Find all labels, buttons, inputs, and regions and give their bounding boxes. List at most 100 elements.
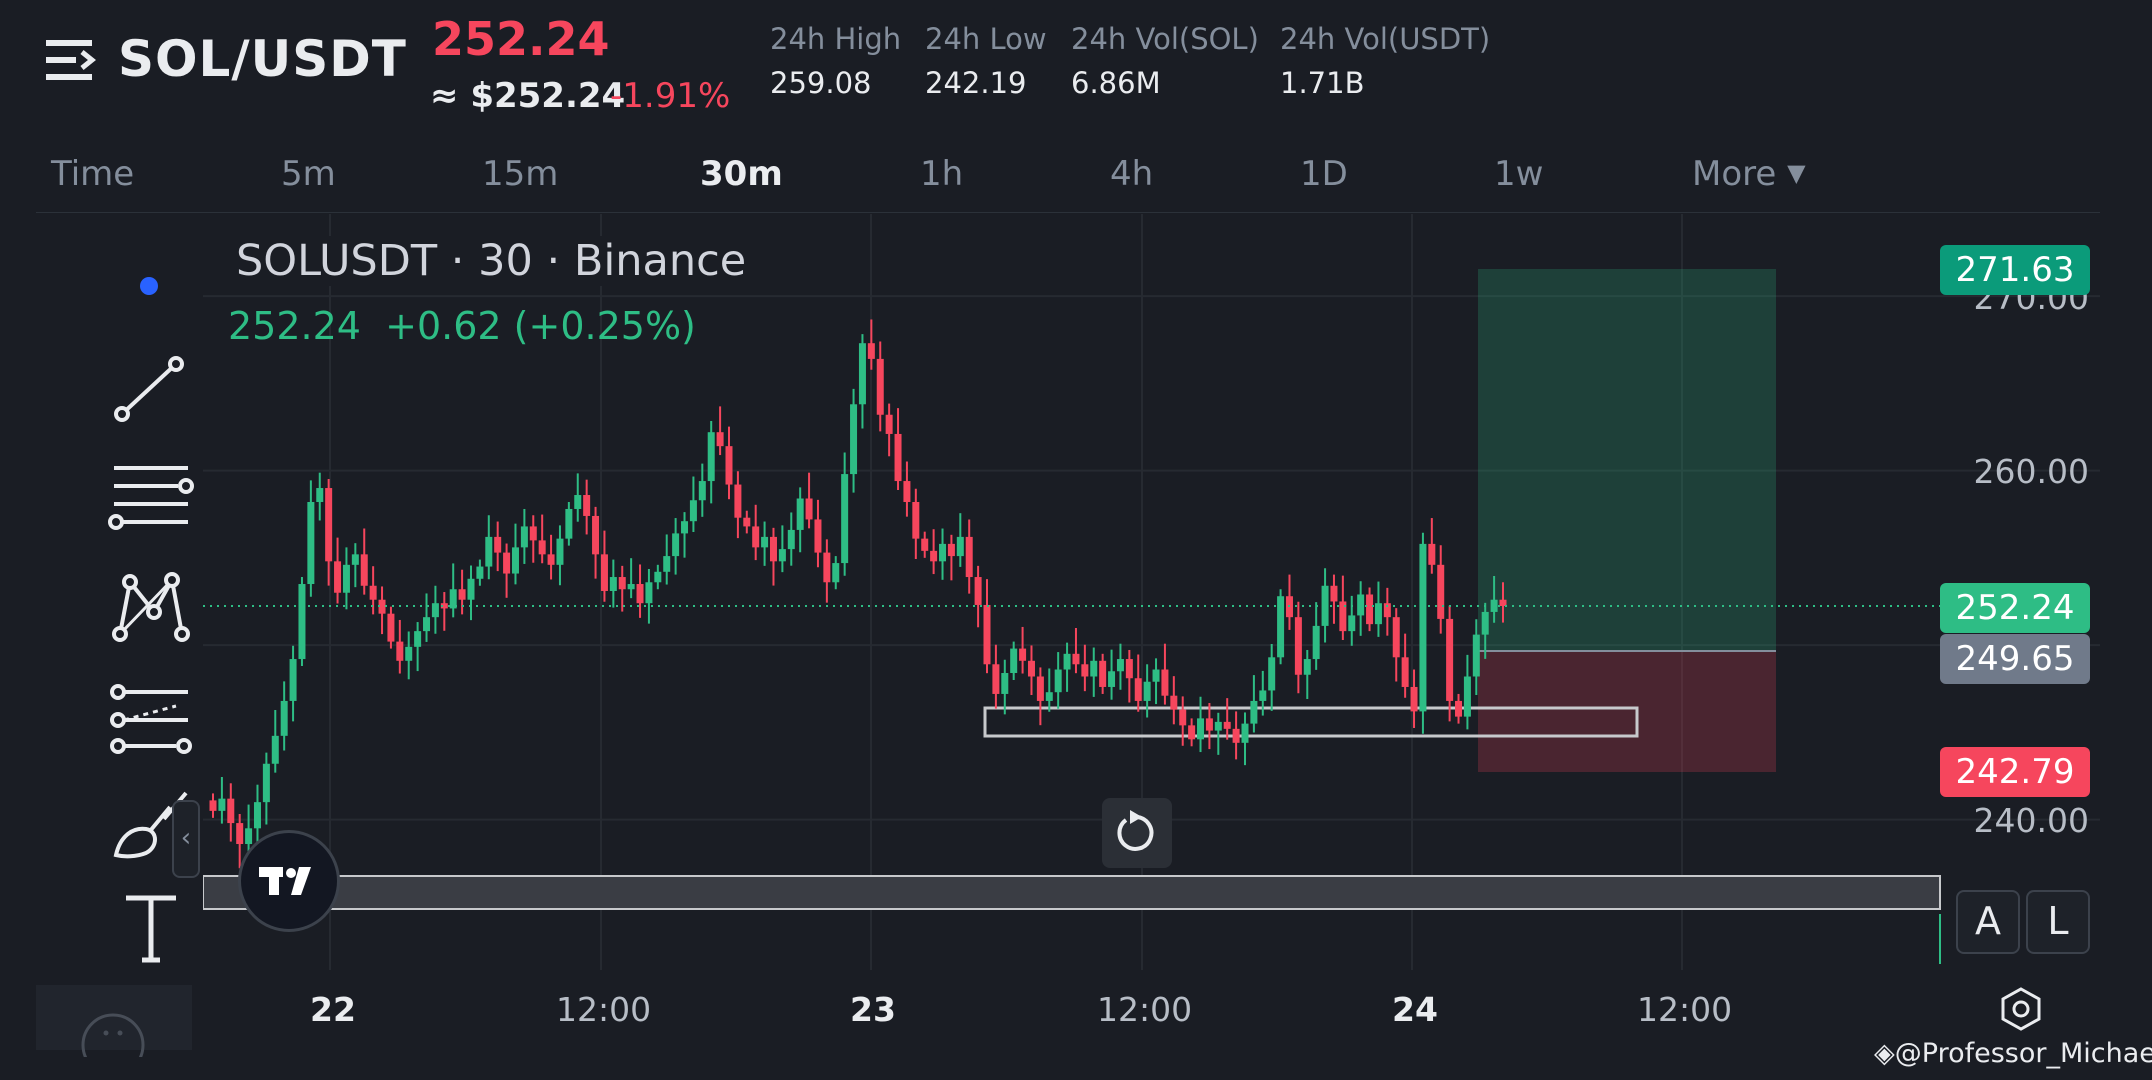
candle-body xyxy=(1463,676,1471,717)
candlestick-chart[interactable] xyxy=(203,214,2100,970)
chart-settings-icon[interactable] xyxy=(1998,986,2044,1032)
candle-body xyxy=(1188,725,1196,740)
reset-chart-button[interactable] xyxy=(1102,798,1172,868)
stat-low-value: 242.19 xyxy=(925,66,1027,100)
candle-body xyxy=(796,498,804,530)
candle-body xyxy=(378,599,386,614)
last-price-tag: 252.24 xyxy=(1940,583,2090,633)
auto-scale-button[interactable]: A xyxy=(1956,890,2020,954)
candle-body xyxy=(1197,718,1205,740)
candle-body xyxy=(316,488,324,502)
more-tools-button[interactable] xyxy=(36,985,192,1057)
candle-body xyxy=(1090,660,1098,677)
log-scale-button[interactable]: L xyxy=(2026,890,2090,954)
candle-body xyxy=(903,481,911,502)
chart-legend-title: SOLUSDT · 30 · Binance xyxy=(230,236,753,286)
candle-body xyxy=(983,604,991,665)
candle-body xyxy=(885,414,893,434)
tab-30m[interactable]: 30m xyxy=(700,154,783,194)
candle-body xyxy=(654,571,662,583)
tradingview-logo[interactable] xyxy=(238,830,340,932)
candle-body xyxy=(414,631,422,647)
support-zone xyxy=(983,706,1639,738)
menu-icon[interactable] xyxy=(44,34,96,86)
candle-body xyxy=(1268,657,1276,691)
candle-body xyxy=(1312,625,1320,660)
candle-body xyxy=(1081,664,1089,677)
tab-time[interactable]: Time xyxy=(51,154,135,194)
candle-body xyxy=(1294,617,1302,675)
candle-body xyxy=(467,578,475,600)
stat-vol-usdt-label: 24h Vol(USDT) xyxy=(1280,22,1491,56)
candle-body xyxy=(600,554,608,591)
credit-handle: @Professor_Michael xyxy=(1894,1038,2152,1069)
tab-15m[interactable]: 15m xyxy=(482,154,559,194)
time-axis-label-1200-a: 12:00 xyxy=(556,990,652,1029)
candle-body xyxy=(627,584,635,590)
pattern-tool-icon[interactable] xyxy=(106,564,196,654)
candle-body xyxy=(1010,648,1018,674)
candle-body xyxy=(538,540,546,555)
last-price: 252.24 xyxy=(432,12,610,66)
candle-body xyxy=(1161,669,1169,696)
tab-1d[interactable]: 1D xyxy=(1300,154,1348,194)
tab-4h[interactable]: 4h xyxy=(1110,154,1154,194)
candle-body xyxy=(325,488,333,562)
pair-title[interactable]: SOL/USDT xyxy=(118,30,407,88)
trend-line-icon[interactable] xyxy=(106,344,196,434)
candle-body xyxy=(1366,594,1374,625)
candle-body xyxy=(743,517,751,527)
forecast-tool-icon[interactable] xyxy=(106,674,196,764)
legend-price: 252.24 xyxy=(228,304,361,348)
candle-body xyxy=(1205,718,1213,731)
candle-body xyxy=(547,554,555,565)
candle-body xyxy=(520,526,528,548)
candle-body xyxy=(1410,686,1418,712)
candle-body xyxy=(511,547,519,574)
candle-body xyxy=(1472,634,1480,677)
candle-body xyxy=(458,589,466,600)
candle-body xyxy=(805,498,813,520)
collapse-toolbar-button[interactable]: ‹ xyxy=(172,800,200,878)
tab-more[interactable]: More ▼ xyxy=(1692,154,1806,194)
candle-body xyxy=(841,474,849,564)
candle-body xyxy=(1277,596,1285,658)
candle-body xyxy=(752,526,760,548)
candle-body xyxy=(912,501,920,539)
candle-body xyxy=(769,536,777,562)
candle-body xyxy=(1383,603,1391,618)
time-axis-label-22: 22 xyxy=(310,990,356,1029)
more-tools-icon xyxy=(81,1013,145,1057)
candle-body xyxy=(921,538,929,551)
candle-body xyxy=(618,577,626,590)
legend-change: +0.62 (+0.25%) xyxy=(385,304,696,348)
stop-price-tag: 242.79 xyxy=(1940,747,2090,797)
candle-body xyxy=(1330,585,1338,602)
candle-body xyxy=(494,536,502,553)
candle-body xyxy=(298,584,306,660)
tab-more-label: More xyxy=(1692,154,1777,194)
candle-body xyxy=(609,577,617,591)
price-axis-label-240: 240.00 xyxy=(1973,801,2089,840)
candle-body xyxy=(707,432,715,482)
price-change-percent: -1.91% xyxy=(610,76,731,116)
cursor-dot-icon[interactable] xyxy=(106,259,196,349)
candle-body xyxy=(867,343,875,359)
stat-vol-sol-label: 24h Vol(SOL) xyxy=(1071,22,1259,56)
candle-body xyxy=(1179,709,1187,726)
tab-1h[interactable]: 1h xyxy=(920,154,964,194)
candle-body xyxy=(218,798,226,811)
candle-body xyxy=(227,798,235,824)
candle-body xyxy=(1045,692,1053,701)
text-tool-icon[interactable] xyxy=(106,884,196,974)
horizontal-lines-icon[interactable] xyxy=(106,454,196,544)
candle-body xyxy=(556,538,564,565)
caret-down-icon: ▼ xyxy=(1787,159,1806,187)
candle-body xyxy=(360,554,368,586)
tab-1w[interactable]: 1w xyxy=(1494,154,1544,194)
candle-body xyxy=(1392,617,1400,658)
candle-body xyxy=(698,481,706,501)
candle-body xyxy=(681,521,689,534)
tab-5m[interactable]: 5m xyxy=(281,154,336,194)
candle-body xyxy=(592,515,600,555)
